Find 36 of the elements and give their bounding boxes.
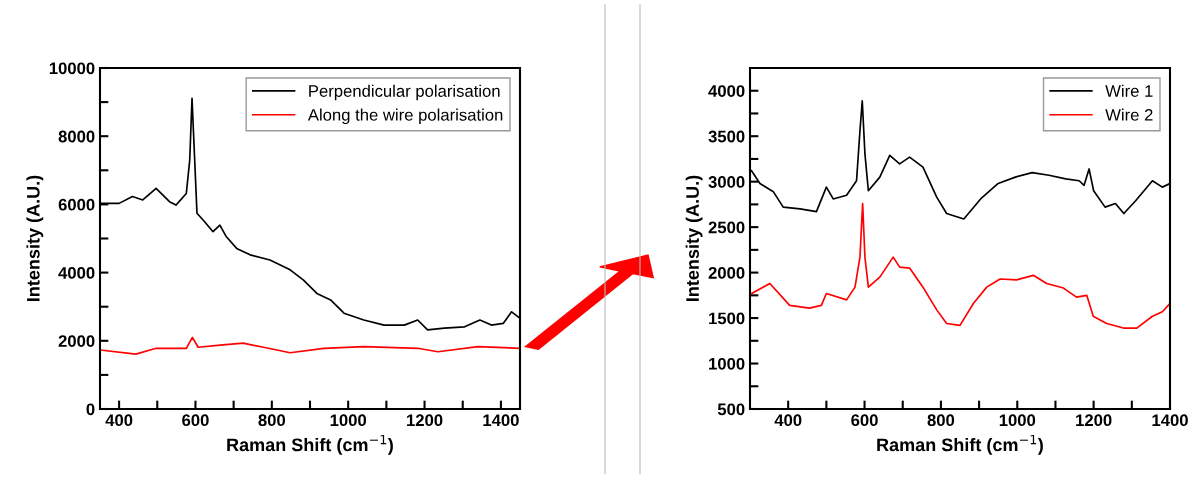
x-tick-label: 400 <box>774 414 802 427</box>
x-tick-label: 1000 <box>330 414 367 427</box>
y-tick-label: 3000 <box>708 176 745 188</box>
y-tick-label: 4000 <box>58 267 95 279</box>
line-series <box>750 202 1170 329</box>
x-tick-label: 1400 <box>1152 414 1188 427</box>
y-tick-label: 6000 <box>58 198 95 211</box>
x-axis-title: Raman Shift (cm$^{−1}$) <box>877 434 1043 455</box>
x-tick-label: 1200 <box>407 414 443 427</box>
line-series <box>100 336 520 355</box>
x-tick-label: 1200 <box>1076 414 1112 427</box>
y-tick-label: 1000 <box>709 357 745 370</box>
x-tick-label: 600 <box>851 414 878 427</box>
y-axis-title: Intensity (A.U.) <box>685 175 703 301</box>
x-tick-label: 800 <box>927 414 955 427</box>
y-axis-title: Intensity (A.U.) <box>26 175 44 301</box>
y-tick-label: 10000 <box>49 62 95 75</box>
y-tick-label: 2500 <box>708 221 745 234</box>
x-axis-title: Raman Shift (cm$^{−1}$) <box>227 434 393 455</box>
x-tick-label: 800 <box>258 414 286 427</box>
legend-label: Perpendicular polarisation <box>309 84 500 101</box>
x-tick-label: 400 <box>105 414 133 427</box>
y-tick-label: 500 <box>717 403 745 416</box>
x-tick-label: 1400 <box>483 414 519 427</box>
legend-label: Wire 1 <box>1105 84 1153 97</box>
y-tick-label: 2000 <box>58 335 95 347</box>
y-tick-label: 1500 <box>709 312 745 325</box>
legend-label: Along the wire polarisation <box>307 108 503 125</box>
x-tick-label: 600 <box>182 414 209 427</box>
y-tick-label: 8000 <box>58 130 95 143</box>
y-tick-label: 4000 <box>708 85 745 97</box>
legend-label: Wire 2 <box>1105 108 1153 121</box>
y-tick-label: 2000 <box>708 267 745 279</box>
y-tick-label: 0 <box>86 403 95 416</box>
y-tick-label: 3500 <box>708 130 745 143</box>
x-tick-label: 1000 <box>999 414 1036 427</box>
